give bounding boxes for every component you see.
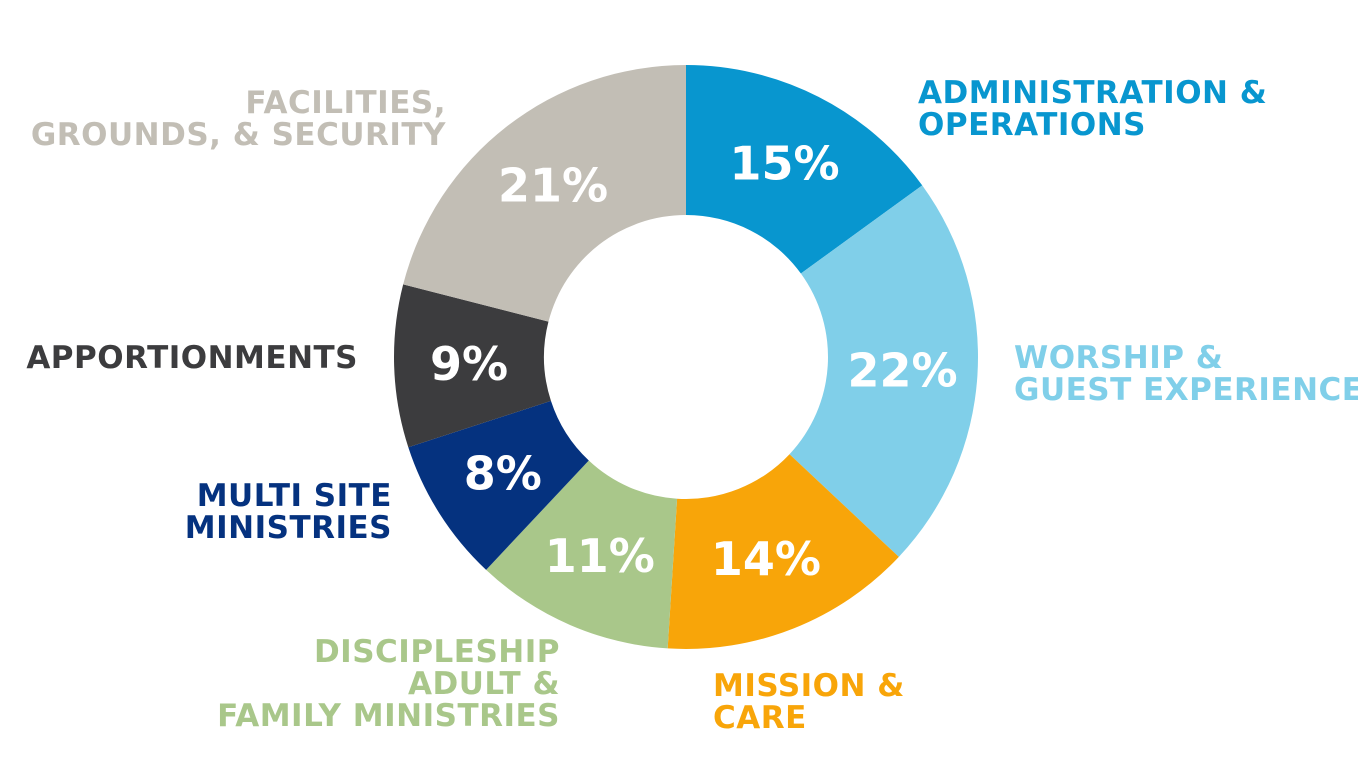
slice-value-label: 15% [729,137,839,191]
label-line: DISCIPLESHIP [313,634,560,670]
donut-slice [403,65,686,322]
slice-value-label: 11% [545,529,655,583]
label-line: GROUNDS, & SECURITY [30,117,446,153]
label-line: GUEST EXPERIENCE [1014,372,1358,408]
label-line: APPORTIONMENTS [26,340,358,376]
slice-value-label: 22% [848,344,958,398]
donut-slice [408,400,589,570]
label-line: ADMINISTRATION & [918,75,1268,111]
donut-slice [686,65,923,274]
label-line: ADULT & [408,666,560,702]
label-line: CARE [713,700,807,736]
label-worship-guest-experience: WORSHIP & GUEST EXPERIENCE [1014,342,1358,406]
label-line: MISSION & [713,668,905,704]
slice-value-label: 8% [464,446,542,500]
label-facilities-grounds-security: FACILITIES, GROUNDS, & SECURITY [31,87,446,151]
label-discipleship: DISCIPLESHIP ADULT & FAMILY MINISTRIES [217,636,560,732]
label-line: WORSHIP & [1014,340,1224,376]
label-line: FAMILY MINISTRIES [217,698,560,734]
label-line: MINISTRIES [184,510,392,546]
slice-value-label: 9% [430,337,508,391]
donut-slice [486,460,678,649]
slice-value-label: 21% [498,159,608,213]
label-line: FACILITIES, [245,85,446,121]
slice-value-label: 14% [711,532,821,586]
label-apportionments: APPORTIONMENTS [26,342,358,374]
label-multi-site-ministries: MULTI SITE MINISTRIES [185,480,392,544]
donut-slice [667,454,899,649]
donut-slice [789,185,978,557]
label-mission-care: MISSION & CARE [713,670,905,734]
donut-slice [393,284,551,448]
label-line: OPERATIONS [918,107,1147,143]
label-administration-operations: ADMINISTRATION & OPERATIONS [918,77,1267,141]
label-line: MULTI SITE [196,478,392,514]
